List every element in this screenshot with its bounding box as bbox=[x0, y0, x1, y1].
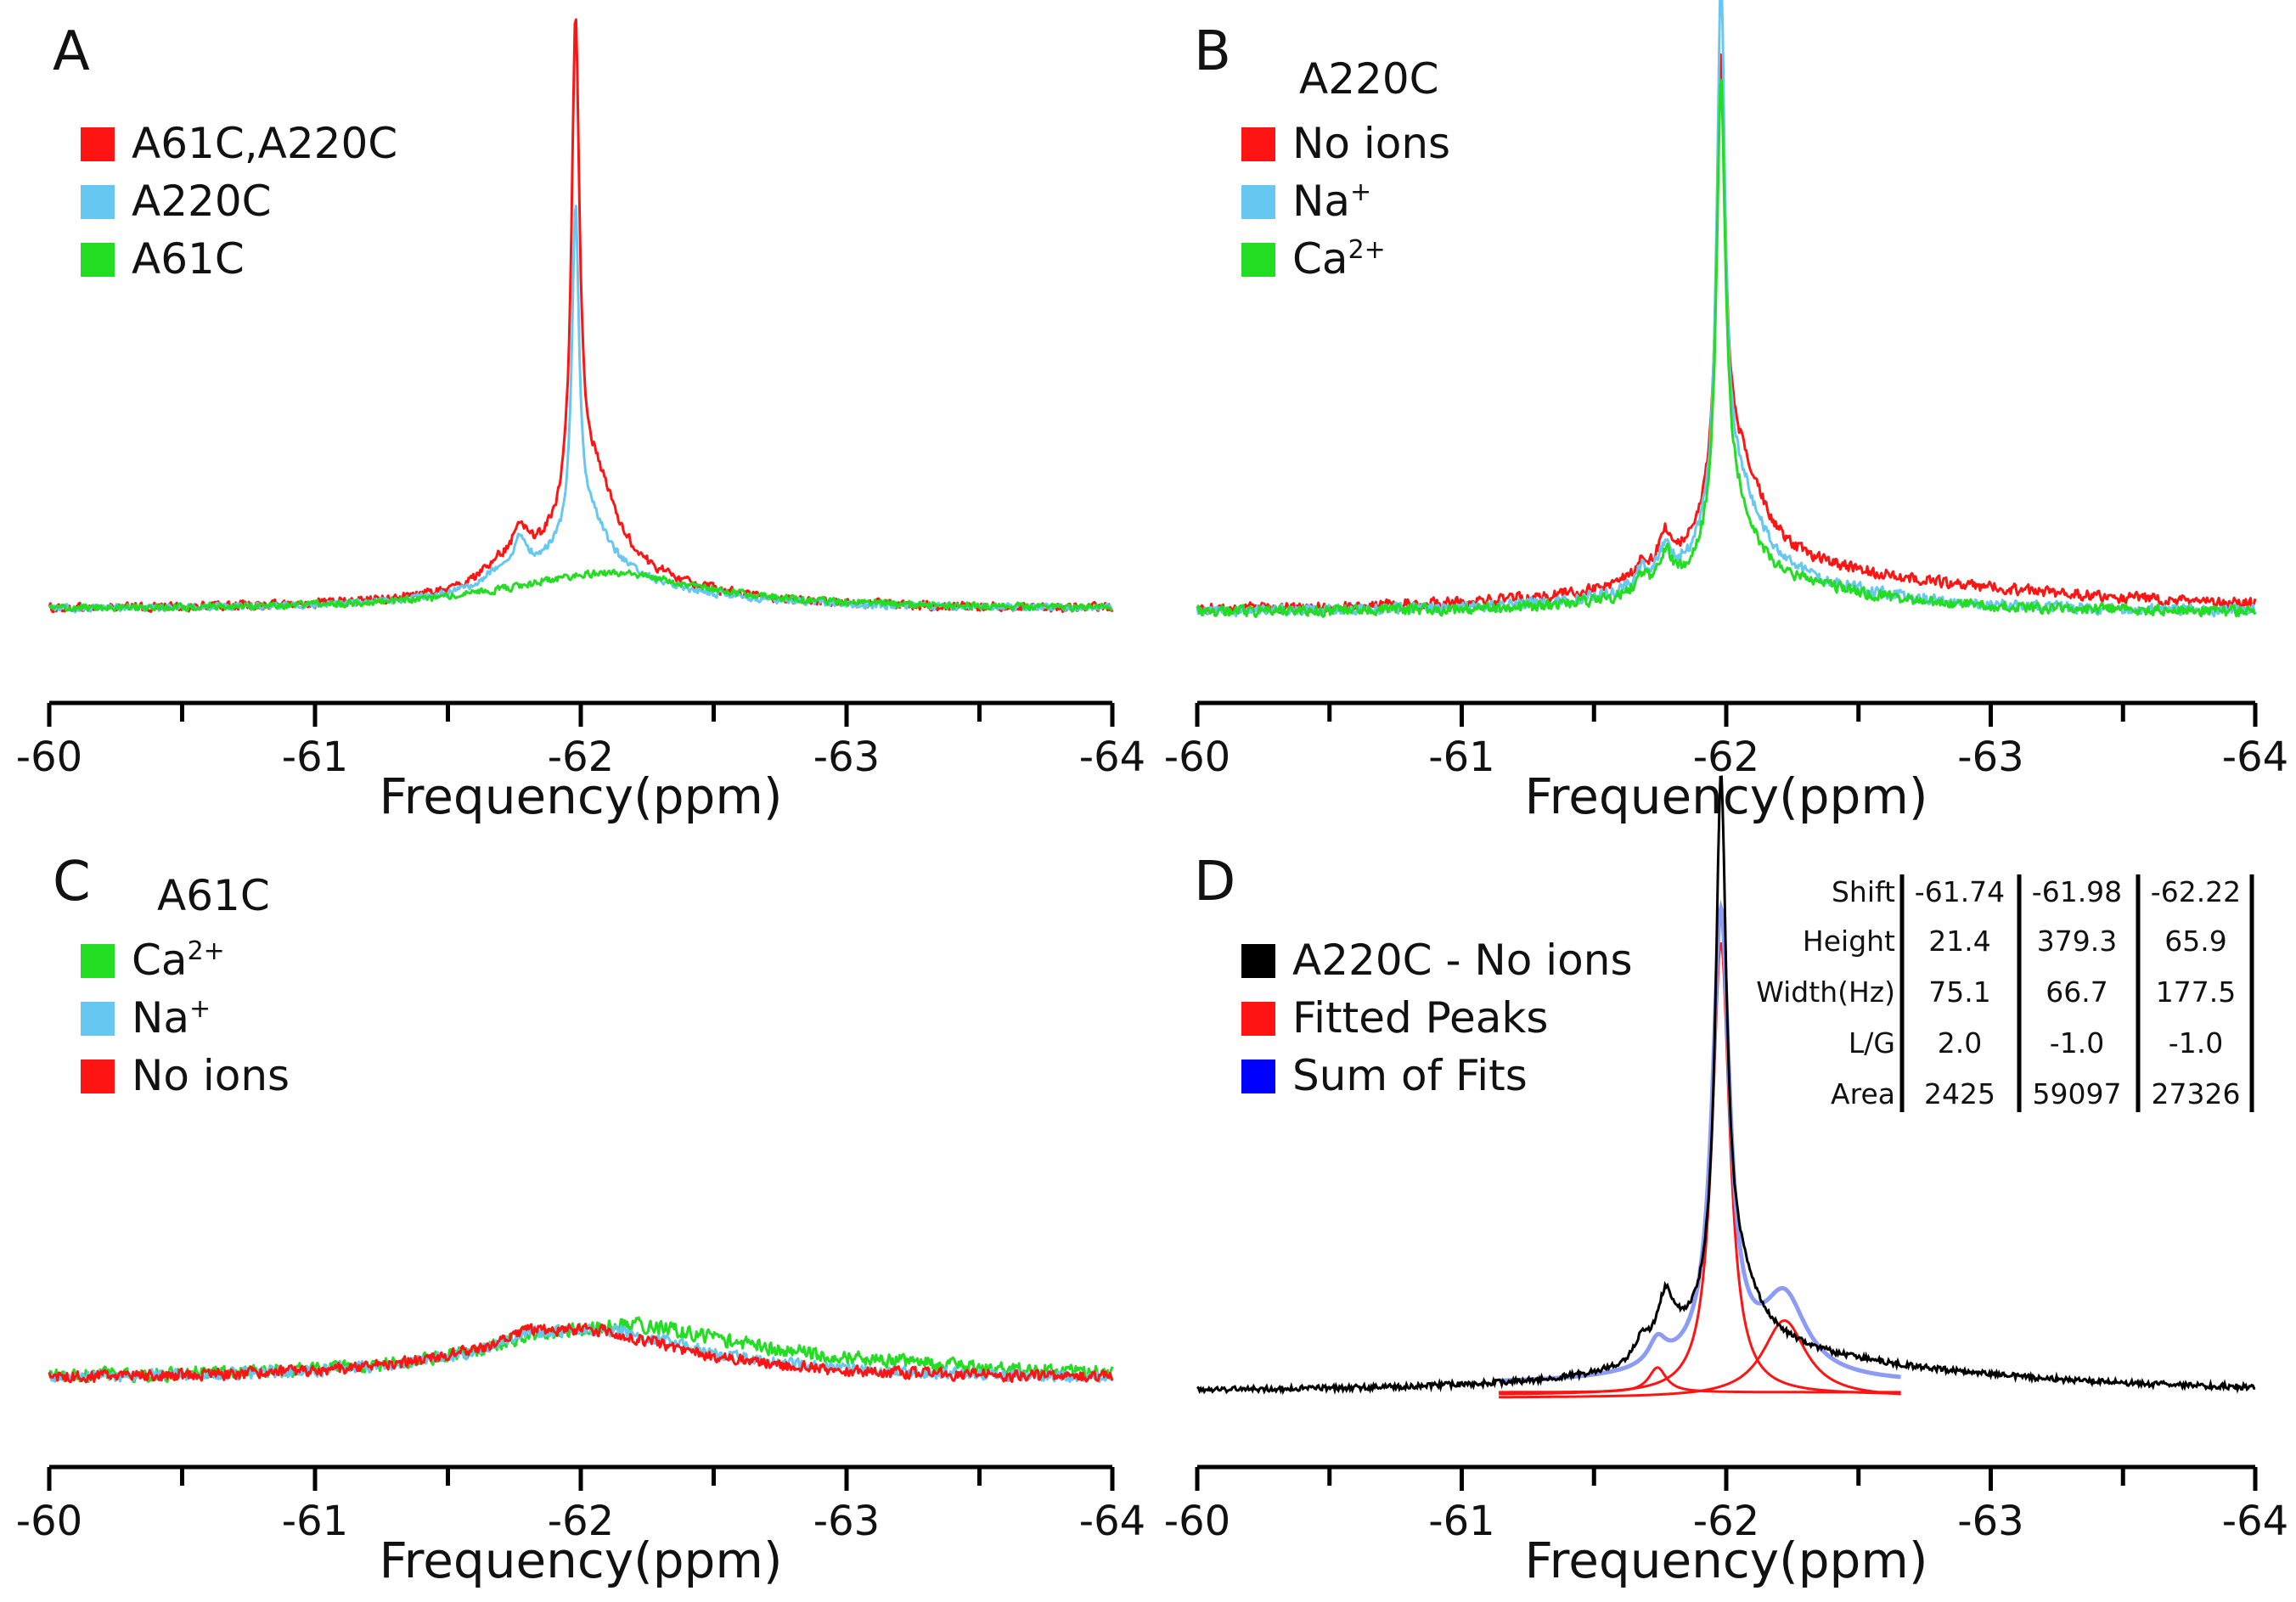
x-tick-label: -62 bbox=[548, 1498, 614, 1545]
table-row-label: Shift bbox=[1832, 875, 1895, 908]
legend-superscript: + bbox=[189, 994, 211, 1024]
legend-swatch bbox=[81, 185, 115, 219]
legend-swatch bbox=[81, 243, 115, 277]
legend-label: No ions bbox=[132, 1051, 290, 1100]
spectrum-line bbox=[1196, 79, 2257, 618]
table-cell: 59097 bbox=[2033, 1077, 2122, 1110]
x-axis-title: Frequency(ppm) bbox=[379, 1532, 782, 1589]
fitted-peak-line bbox=[1499, 1318, 1901, 1399]
x-axis-title: Frequency(ppm) bbox=[379, 767, 782, 825]
table-cell: -62.22 bbox=[2151, 875, 2241, 908]
legend-swatch bbox=[1241, 127, 1275, 161]
table-cell: -61.98 bbox=[2032, 875, 2122, 908]
table-cell: -1.0 bbox=[2169, 1026, 2223, 1060]
x-tick-label: -60 bbox=[1164, 734, 1230, 781]
x-tick-label: -63 bbox=[813, 1498, 880, 1545]
spectrum-line bbox=[48, 569, 1113, 613]
fitted-peak-line bbox=[1499, 942, 1901, 1396]
legend-swatch bbox=[1241, 243, 1275, 277]
table-cell: 75.1 bbox=[1928, 975, 1990, 1009]
table-cell: -61.74 bbox=[1915, 875, 2005, 908]
legend-label: Ca2+ bbox=[1292, 234, 1386, 284]
table-row-label: Width(Hz) bbox=[1756, 975, 1895, 1009]
legend-superscript: 2+ bbox=[188, 936, 225, 966]
table-row-label: L/G bbox=[1849, 1026, 1895, 1060]
x-tick-label: -63 bbox=[1957, 1498, 2023, 1545]
x-axis-title: Frequency(ppm) bbox=[1524, 767, 1927, 825]
legend-swatch bbox=[81, 1060, 115, 1093]
x-tick-label: -61 bbox=[282, 1498, 348, 1545]
table-cell: 2.0 bbox=[1938, 1026, 1982, 1060]
legend-superscript: + bbox=[1350, 177, 1371, 207]
legend-label: A220C bbox=[132, 177, 272, 226]
table-cell: 27326 bbox=[2152, 1077, 2241, 1110]
legend-label: Na+ bbox=[132, 993, 211, 1043]
x-tick-label: -62 bbox=[1693, 1498, 1759, 1545]
legend-swatch bbox=[1241, 185, 1275, 219]
legend-label: Sum of Fits bbox=[1292, 1051, 1528, 1100]
legend-swatch bbox=[1241, 1060, 1275, 1093]
x-tick-label: -64 bbox=[1079, 1498, 1145, 1545]
table-cell: 2425 bbox=[1924, 1077, 1995, 1110]
x-tick-label: -63 bbox=[1957, 734, 2023, 781]
x-tick-label: -61 bbox=[1428, 734, 1494, 781]
table-cell: -1.0 bbox=[2050, 1026, 2104, 1060]
experimental-spectrum-line bbox=[1196, 775, 2256, 1396]
sample-title: A220C bbox=[1299, 54, 1439, 104]
table-cell: 177.5 bbox=[2156, 975, 2236, 1009]
panel-a: A A61C,A220C A220C A61C -60 -61 -62 -63 -64 Frequ… bbox=[16, 18, 1145, 825]
legend-swatch bbox=[1241, 944, 1275, 978]
x-tick-label: -62 bbox=[1693, 734, 1759, 781]
panel-letter: A bbox=[53, 20, 90, 83]
table-cell: 379.3 bbox=[2037, 925, 2117, 958]
x-tick-label: -64 bbox=[2222, 734, 2288, 781]
x-axis-title: Frequency(ppm) bbox=[1524, 1532, 1927, 1589]
legend-swatch bbox=[81, 127, 115, 161]
legend-label: Na+ bbox=[1292, 177, 1371, 226]
panel-letter: C bbox=[53, 851, 91, 913]
legend-swatch bbox=[81, 1002, 115, 1036]
panel-letter: D bbox=[1194, 851, 1235, 913]
spectrum-line bbox=[48, 18, 1114, 614]
legend-label: Fitted Peaks bbox=[1292, 993, 1548, 1043]
x-tick-label: -60 bbox=[16, 734, 82, 781]
panel-letter: B bbox=[1194, 20, 1231, 83]
x-tick-label: -60 bbox=[16, 1498, 82, 1545]
legend-label: Ca2+ bbox=[132, 936, 225, 985]
sample-title: A61C bbox=[157, 871, 270, 920]
x-tick-label: -64 bbox=[2222, 1498, 2288, 1545]
x-tick-label: -61 bbox=[1428, 1498, 1494, 1545]
table-row-label: Height bbox=[1803, 925, 1895, 958]
legend-label: No ions bbox=[1292, 119, 1450, 168]
x-tick-label: -64 bbox=[1079, 734, 1145, 781]
spectrum-line bbox=[48, 1323, 1114, 1384]
legend-superscript: 2+ bbox=[1348, 235, 1386, 265]
panel-c: C A61C Ca2+ Na+ No ions -60 -61 -62 -63 -64 Freque… bbox=[16, 851, 1145, 1589]
panel-b: B A220C No ions Na+ Ca2+ -60 -61 -62 -63 -64 Frequ… bbox=[1164, 0, 2288, 825]
x-tick-label: -63 bbox=[813, 734, 880, 781]
x-tick-label: -61 bbox=[282, 734, 348, 781]
table-cell: 21.4 bbox=[1928, 925, 1990, 958]
table-cell: 65.9 bbox=[2164, 925, 2226, 958]
table-row-label: Area bbox=[1831, 1077, 1895, 1110]
fit-table: Shift Height Width(Hz) L/G Area -61.74 21.4 75.… bbox=[1756, 874, 2254, 1112]
legend-label: A61C,A220C bbox=[132, 119, 397, 168]
panel-d: D A220C - No ions Fitted Peaks Sum of Fits -… bbox=[1164, 775, 2288, 1589]
x-tick-label: -60 bbox=[1164, 1498, 1230, 1545]
legend-swatch bbox=[81, 944, 115, 978]
legend-swatch bbox=[1241, 1002, 1275, 1036]
legend-label: A220C - No ions bbox=[1292, 936, 1633, 985]
x-tick-label: -62 bbox=[548, 734, 614, 781]
table-cell: 66.7 bbox=[2046, 975, 2107, 1009]
legend-label: A61C bbox=[132, 234, 245, 284]
